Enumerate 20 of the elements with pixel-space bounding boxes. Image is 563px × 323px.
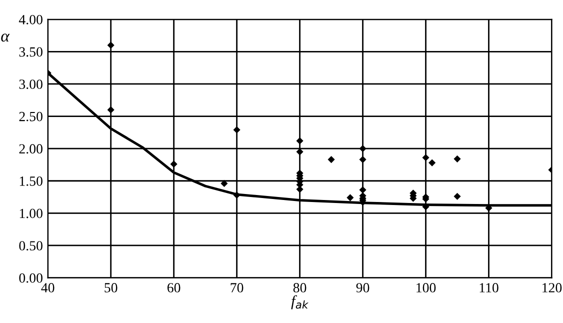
x-tick-label: 90	[356, 283, 370, 292]
y-tick-label: 3.50	[19, 47, 42, 57]
y-tick-label: 2.50	[19, 112, 42, 122]
x-tick-label: 100	[416, 283, 436, 292]
x-tick-label: 70	[230, 283, 244, 292]
x-tick-label: 80	[293, 283, 306, 292]
x-tick-label: 40	[41, 283, 54, 292]
y-tick-label: 0.00	[19, 273, 42, 283]
x-axis-title: f$_{ak}$	[291, 295, 308, 310]
x-tick-label: 50	[104, 283, 118, 292]
y-tick-label: 1.50	[20, 176, 42, 186]
y-tick-label: 3.00	[19, 80, 42, 89]
y-tick-label: 4.00	[18, 14, 42, 24]
y-tick-label: 2.00	[19, 144, 42, 154]
x-tick-label: 60	[167, 283, 180, 292]
y-tick-label: 1.00	[20, 208, 42, 218]
y-axis-title: α	[1, 34, 10, 42]
y-tick-label: 0.50	[19, 241, 42, 250]
x-tick-label: 110	[480, 283, 498, 292]
x-tick-label: 120	[542, 283, 562, 292]
